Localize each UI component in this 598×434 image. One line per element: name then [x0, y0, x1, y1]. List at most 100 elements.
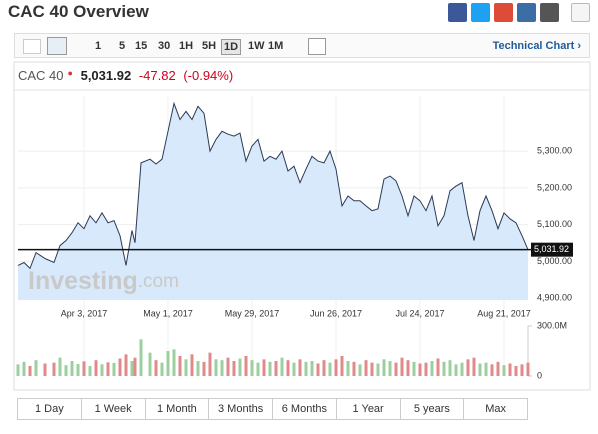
- x-tick-label: Apr 3, 2017: [61, 308, 108, 318]
- volume-bar: [298, 359, 302, 376]
- watermark-brand: Investing: [28, 267, 138, 295]
- facebook-icon[interactable]: [448, 3, 467, 22]
- volume-bar: [196, 361, 200, 376]
- x-tick-label: Aug 21, 2017: [477, 308, 531, 318]
- y-tick-label: 5,300.00: [537, 146, 572, 156]
- x-tick-label: Jul 24, 2017: [395, 308, 444, 318]
- watermark: Investing.com: [28, 267, 179, 295]
- live-marker: ●: [67, 68, 73, 78]
- volume-bar: [22, 361, 26, 376]
- volume-bar: [244, 356, 248, 376]
- x-tick-label: Jun 26, 2017: [310, 308, 362, 318]
- volume-bar: [352, 361, 356, 376]
- interval-button[interactable]: 1D: [221, 39, 242, 55]
- interval-button[interactable]: 30: [158, 40, 171, 52]
- volume-bar: [316, 363, 320, 376]
- volume-bar: [280, 357, 284, 376]
- volume-bar: [118, 358, 122, 376]
- candle-icon[interactable]: [23, 39, 41, 54]
- volume-bar: [262, 359, 266, 376]
- volume-bar: [232, 361, 236, 376]
- stocktwits-icon[interactable]: [517, 3, 536, 22]
- interval-button[interactable]: 1W: [248, 40, 265, 52]
- volume-bar: [346, 361, 350, 376]
- volume-tick-label: 0: [537, 370, 542, 380]
- volume-bar: [34, 360, 38, 376]
- volume-bar: [64, 365, 68, 376]
- settings-icon[interactable]: [308, 38, 326, 55]
- volume-bar: [112, 363, 116, 376]
- range-tab[interactable]: 1 Week: [82, 399, 146, 419]
- last-price-box: [531, 242, 573, 257]
- volume-bar: [226, 357, 230, 376]
- volume-bar: [364, 360, 368, 376]
- area: [18, 103, 528, 301]
- volume-bar: [436, 358, 440, 376]
- volume-bar: [394, 362, 398, 376]
- volume-bar: [100, 364, 104, 376]
- volume-bar: [214, 359, 218, 376]
- volume-bar: [28, 366, 32, 376]
- range-tabs: 1 Day 1 Week 1 Month 3 Months 6 Months 1 Year…: [17, 398, 528, 420]
- interval-button[interactable]: 1H: [179, 40, 194, 52]
- twitter-icon[interactable]: [471, 3, 490, 22]
- volume-bar: [16, 364, 20, 376]
- volume-bar: [154, 360, 158, 376]
- interval-button[interactable]: 5: [119, 40, 126, 52]
- google-icon[interactable]: [494, 3, 513, 22]
- interval-button[interactable]: 15: [135, 40, 148, 52]
- volume-bar: [166, 351, 170, 376]
- volume-bar: [274, 361, 278, 376]
- volume-bar: [388, 361, 392, 376]
- volume-bar: [292, 362, 296, 376]
- volume-bar: [454, 364, 458, 376]
- range-tab[interactable]: 1 Year: [337, 399, 401, 419]
- volume-bar: [88, 366, 92, 376]
- volume-bar: [406, 360, 410, 376]
- chart-frame: [13, 61, 591, 391]
- last-price-label: 5,031.92: [534, 244, 569, 254]
- technical-chart-link[interactable]: Technical Chart ›: [492, 40, 581, 52]
- line: [17, 101, 529, 270]
- y-tick-label: 5,000.00: [537, 256, 572, 266]
- print-icon[interactable]: [571, 3, 590, 22]
- volume-bar: [322, 360, 326, 376]
- volume-bar: [430, 361, 434, 376]
- volume-bar: [460, 362, 464, 376]
- watermark-suffix: .com: [138, 271, 179, 292]
- volume-bar: [82, 361, 86, 376]
- volume-bar: [382, 359, 386, 376]
- volume-bar: [220, 360, 224, 376]
- volume-bar: [58, 357, 62, 376]
- interval-button[interactable]: 1M: [268, 40, 284, 52]
- volume-bar: [124, 354, 128, 376]
- range-tab[interactable]: Max: [485, 403, 507, 415]
- range-tab[interactable]: 6 Months: [273, 399, 337, 419]
- range-tab[interactable]: 5 years: [401, 399, 465, 419]
- email-icon[interactable]: [540, 3, 559, 22]
- quote: CAC 40 ● 5,031.92 -47.82 (-0.94%): [18, 68, 237, 83]
- interval-button[interactable]: 5H: [202, 40, 217, 52]
- volume-bar: [160, 362, 164, 376]
- volume-bar: [514, 366, 518, 376]
- volume-bar: [508, 363, 512, 376]
- range-tab[interactable]: 1 Day: [18, 399, 82, 419]
- interval-button[interactable]: 1: [95, 40, 102, 52]
- toolbar: Technical Chart › 1 5 15 30 1H 5H 1D 1W 1M: [14, 33, 590, 58]
- range-tab[interactable]: 1 Month: [146, 399, 210, 419]
- volume-bar: [139, 339, 143, 376]
- volume-bar: [400, 357, 404, 376]
- volume-bar: [376, 363, 380, 376]
- volume-bar: [526, 362, 530, 376]
- line-icon[interactable]: [47, 37, 67, 55]
- volume-tick-label: 300.0M: [537, 320, 567, 330]
- volume-bar: [208, 352, 212, 376]
- range-tab[interactable]: 3 Months: [209, 399, 273, 419]
- volume-bar: [310, 361, 314, 376]
- volume-bar: [286, 360, 290, 376]
- volume-bar: [466, 359, 470, 376]
- volume-bar: [418, 363, 422, 376]
- chart: 4,900.00 5,000.00 5,100.00 5,200.00 5,300.00…: [13, 61, 591, 391]
- volume-bar: [190, 354, 194, 376]
- volume-bar: [358, 364, 362, 376]
